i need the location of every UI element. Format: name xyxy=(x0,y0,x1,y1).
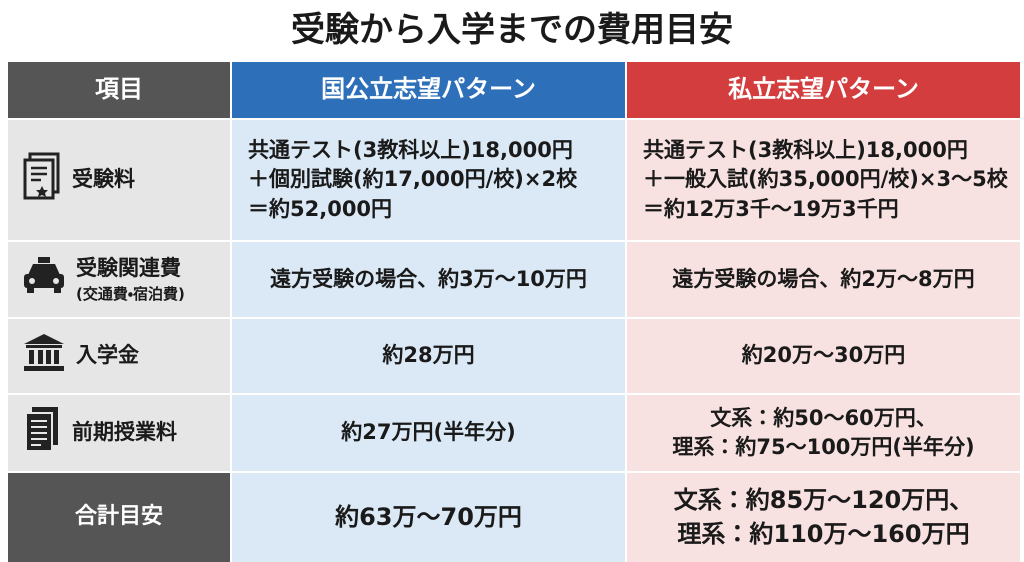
label-note: (交通費・宿泊費) xyxy=(76,284,185,303)
row-label: 前期授業料 xyxy=(8,395,230,471)
cell-line: 理系：約110万～160万円 xyxy=(677,519,970,548)
national-cell: 約27万円(半年分) xyxy=(232,395,625,471)
row-icon xyxy=(22,332,66,380)
private-cell: 文系：約50～60万円、理系：約75～100万円(半年分) xyxy=(627,395,1020,471)
cell-line: 共通テスト(3教科以上)18,000円 xyxy=(643,137,968,162)
national-cell: 約28万円 xyxy=(232,319,625,393)
header-cell: 項目 xyxy=(8,62,230,118)
private-cell: 約20万～30万円 xyxy=(627,319,1020,393)
label-text: 受験関連費 (交通費・宿泊費) xyxy=(76,254,185,304)
row-icon xyxy=(22,405,62,461)
cell-line: 約20万～30万円 xyxy=(741,343,906,368)
cell-line: 共通テスト(3教科以上)18,000円 xyxy=(248,137,573,162)
cell-line: 約27万円(半年分) xyxy=(341,420,516,445)
row-label: 受験料 xyxy=(8,120,230,240)
label-text: 受験料 xyxy=(72,165,135,194)
row-label: 入学金 xyxy=(8,319,230,393)
cell-line: 文系：約50～60万円、 xyxy=(710,405,937,430)
header-cell: 私立志望パターン xyxy=(627,62,1020,118)
label: 合計目安 xyxy=(74,504,163,530)
label: 受験料 xyxy=(72,167,135,192)
cell-line: 文系：約85万～120万円、 xyxy=(673,485,974,514)
label: 受験関連費 xyxy=(76,256,181,281)
cost-table: 項目 国公立志望パターン 私立志望パターン受験料 共通テスト(3教科以上)18,000… xyxy=(8,62,1020,562)
title: 受験から入学までの費用目安 xyxy=(291,10,733,50)
label-text: 入学金 xyxy=(76,341,139,370)
cell-line: 遠方受験の場合、約3万～10万円 xyxy=(270,266,587,291)
private-cell: 遠方受験の場合、約2万～8万円 xyxy=(627,242,1020,317)
private-cell: 共通テスト(3教科以上)18,000円 ＋一般入試(約35,000円/校)×3～5… xyxy=(627,120,1020,240)
cell-line: ＝約12万3千～19万3千円 xyxy=(643,196,899,221)
national-cell: 約63万～70万円 xyxy=(232,473,625,562)
label-text: 前期授業料 xyxy=(72,418,177,447)
row-label: 受験関連費 (交通費・宿泊費) xyxy=(8,242,230,317)
private-cell: 文系：約85万～120万円、 理系：約110万～160万円 xyxy=(627,473,1020,562)
cell-line: 約28万円 xyxy=(382,343,475,368)
cell-line: 約63万～70万円 xyxy=(335,502,522,531)
national-cell: 遠方受験の場合、約3万～10万円 xyxy=(232,242,625,317)
label: 入学金 xyxy=(76,343,139,368)
cell-line: ＋個別試験(約17,000円/校)×2校 xyxy=(248,167,578,192)
row-icon xyxy=(22,255,66,303)
row-label: 合計目安 xyxy=(8,473,230,562)
national-cell: 共通テスト(3教科以上)18,000円 ＋個別試験(約17,000円/校)×2校 ＝… xyxy=(232,120,625,240)
cell-line: 理系：約75～100万円(半年分) xyxy=(672,435,975,459)
header-cell: 国公立志望パターン xyxy=(232,62,625,118)
label: 前期授業料 xyxy=(72,420,177,445)
row-icon xyxy=(22,152,62,208)
cell-line: ＝約52,000円 xyxy=(248,196,393,221)
label-text: 合計目安 xyxy=(75,502,163,533)
cell-line: 遠方受験の場合、約2万～8万円 xyxy=(672,266,975,291)
cell-line: ＋一般入試(約35,000円/校)×3～5校 xyxy=(643,167,1008,192)
